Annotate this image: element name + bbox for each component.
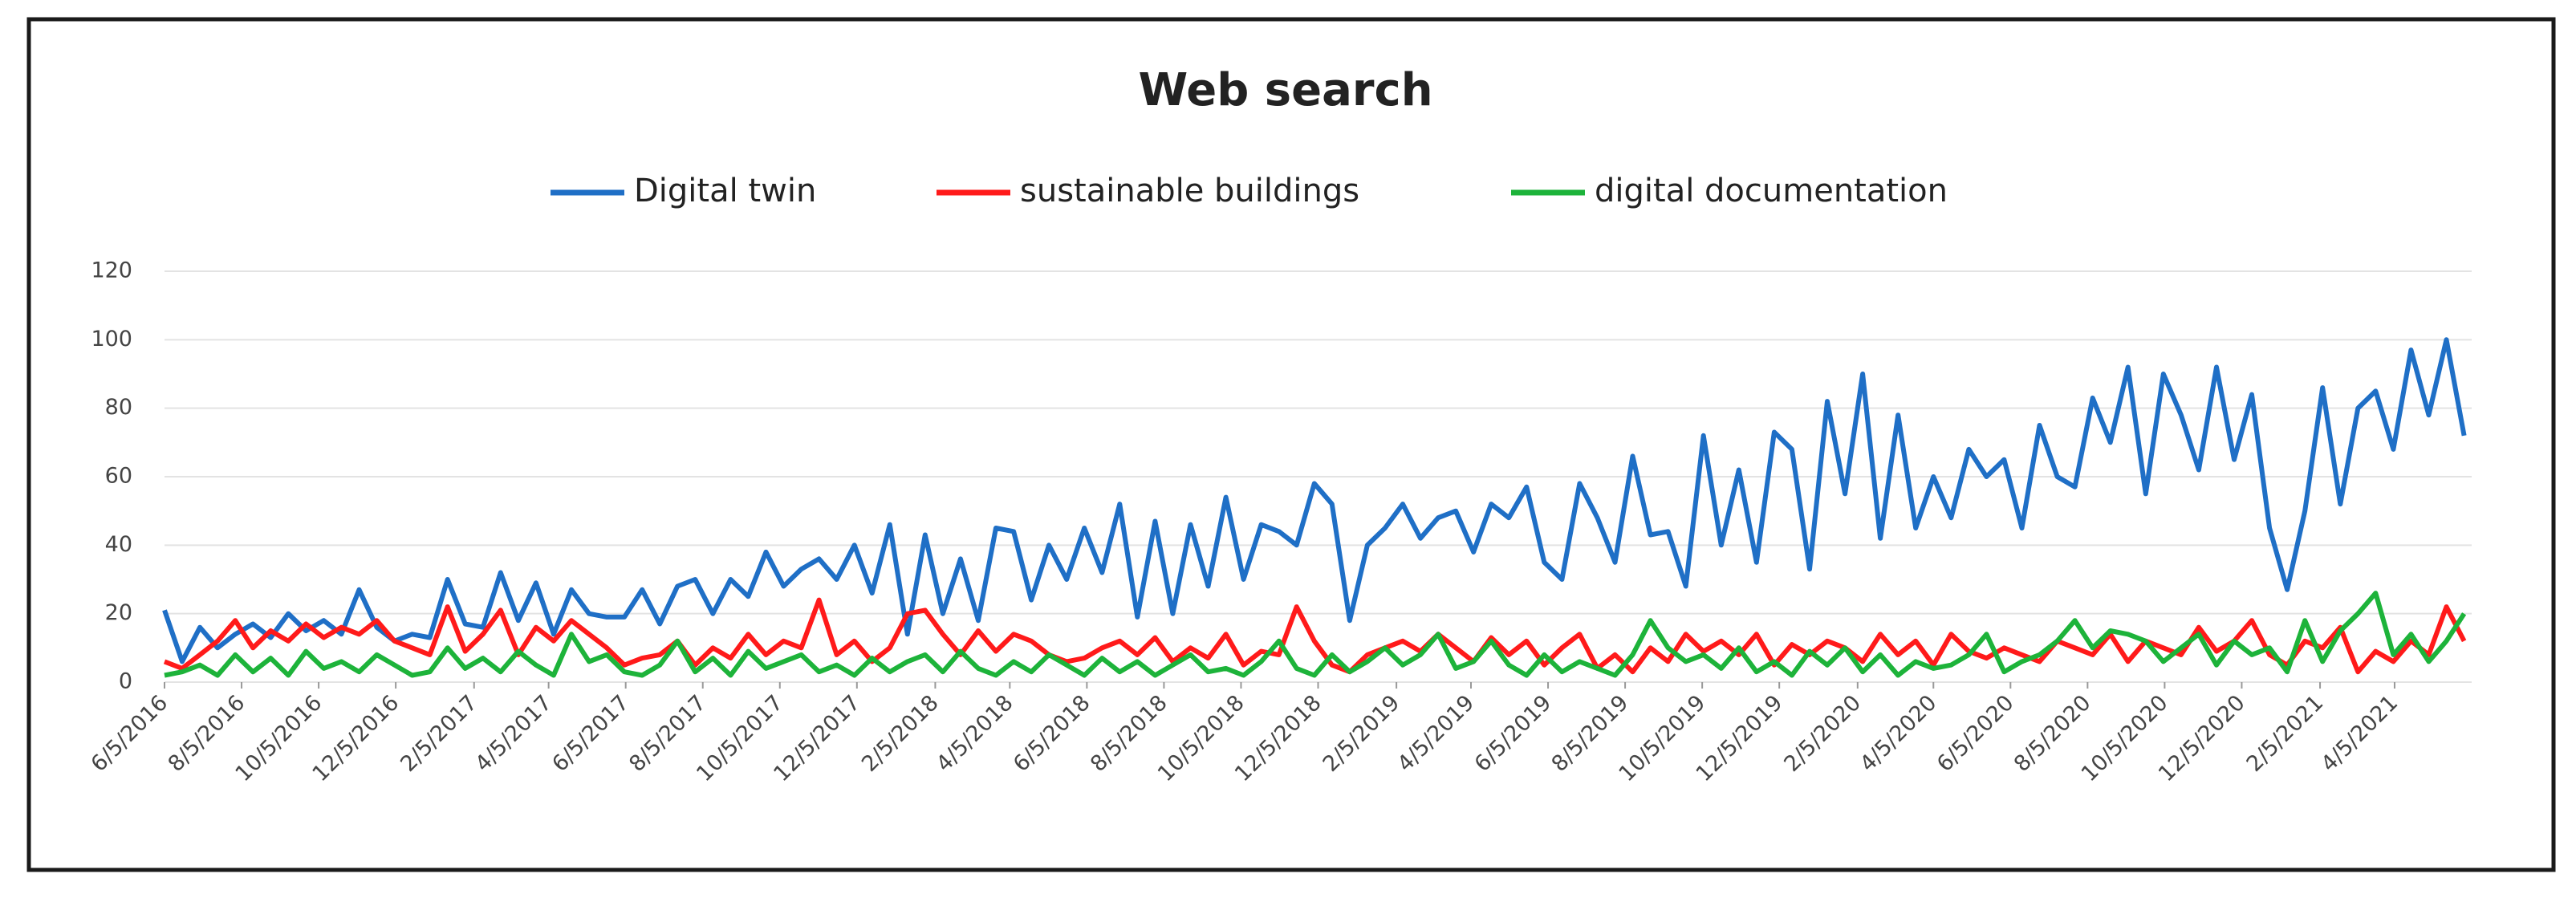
series-line xyxy=(163,597,2467,675)
legend-label: digital documentation xyxy=(1595,173,1948,209)
legend-label: sustainable buildings xyxy=(1020,173,1359,209)
y-tick-label: 120 xyxy=(91,258,132,283)
chart-frame xyxy=(26,17,2556,872)
y-tick-label: 80 xyxy=(105,395,132,420)
y-tick-label: 20 xyxy=(105,600,132,625)
chart-title: Web search xyxy=(1138,64,1432,116)
series-line xyxy=(162,337,2467,664)
series-line xyxy=(164,591,2467,678)
y-tick-label: 60 xyxy=(105,464,132,489)
y-tick-label: 40 xyxy=(105,532,132,557)
y-tick-label: 0 xyxy=(119,669,132,694)
legend-label: Digital twin xyxy=(634,173,816,209)
y-tick-label: 100 xyxy=(91,327,132,351)
